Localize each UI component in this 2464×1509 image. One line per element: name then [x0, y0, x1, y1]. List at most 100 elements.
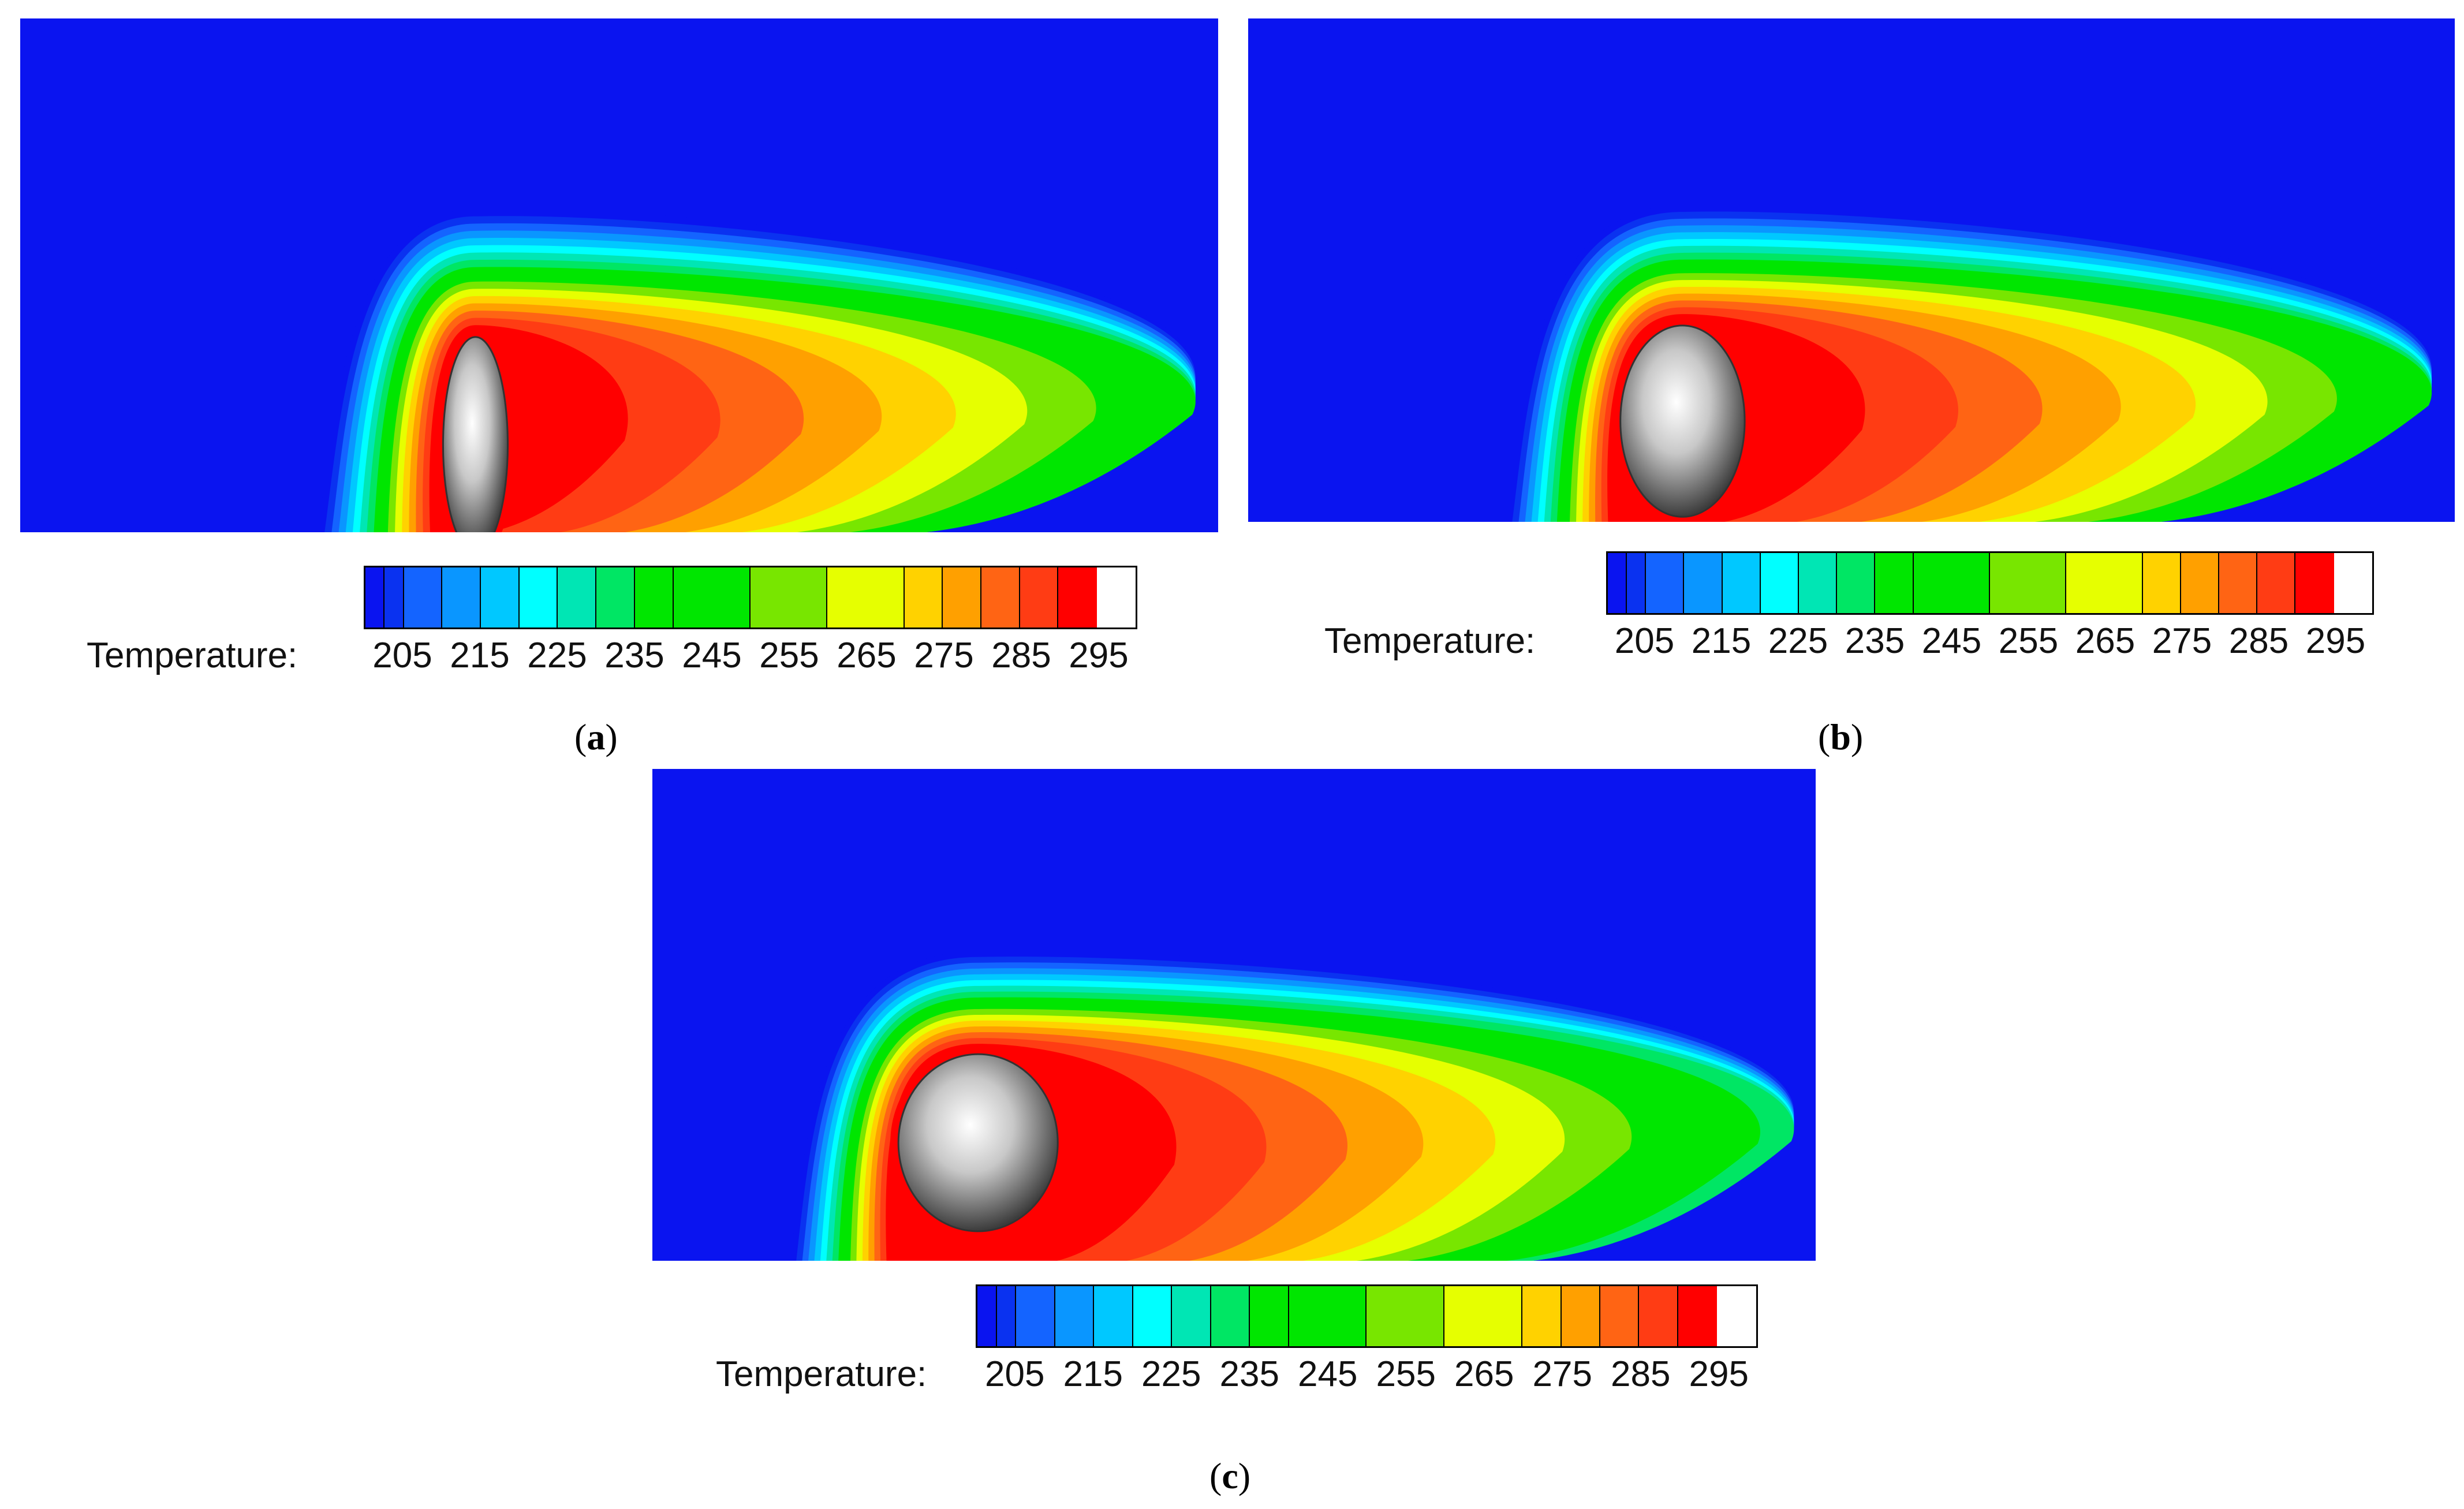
tick-label: 265	[837, 636, 897, 675]
colorbar-swatch	[1561, 1286, 1601, 1346]
colorbar-legend-a: Temperature: 205 215 225 235 245 255 265 275 285…	[87, 566, 1184, 774]
colorbar-swatch	[2181, 553, 2220, 613]
colorbar-swatch	[1646, 553, 1685, 613]
tick-labels-a: 205 215 225 235 245 255 265 275 285 295	[364, 635, 1137, 681]
tick-label: 225	[1768, 621, 1828, 661]
colorbar-swatch	[1211, 1286, 1250, 1346]
panel-c: Temperature: 205 215 225 235 245 255 265 275 285…	[606, 762, 1859, 1509]
tick-labels-b: 205 215 225 235 245 255 265 275 285 295	[1606, 621, 2374, 667]
colorbar-swatch	[1016, 1286, 1055, 1346]
contour-plot-a	[20, 18, 1218, 532]
tick-label: 255	[1376, 1354, 1436, 1394]
tick-label: 265	[2075, 621, 2136, 661]
colorbar-swatch	[1913, 553, 1990, 613]
colorbar-swatch	[481, 567, 520, 627]
colorbar-swatch	[2066, 553, 2143, 613]
colorbar-swatch	[996, 1286, 1017, 1346]
colorbar-swatch	[1760, 553, 1799, 613]
tick-label: 215	[1063, 1354, 1123, 1394]
panel-label-c: (c)	[1209, 1455, 1251, 1496]
colorbar-swatch	[1639, 1286, 1678, 1346]
tick-label: 275	[1532, 1354, 1592, 1394]
tick-label: 235	[1219, 1354, 1279, 1394]
tick-label: 265	[1454, 1354, 1514, 1394]
colorbar-swatch	[558, 567, 597, 627]
legend-title-c: Temperature:	[716, 1354, 927, 1394]
colorbar-swatch	[365, 567, 385, 627]
legend-title-b: Temperature:	[1324, 621, 1536, 661]
colorbar-swatch	[1722, 553, 1761, 613]
tick-label: 275	[914, 636, 974, 675]
colorbar-swatch	[1684, 553, 1723, 613]
colorbar-swatch	[1608, 553, 1627, 613]
colorbar-a	[364, 566, 1137, 629]
colorbar-legend-b: Temperature: 205 215 225 235 245 255 265 275 285…	[1324, 551, 2450, 759]
colorbar-b	[1606, 551, 2374, 615]
colorbar-swatch	[827, 567, 905, 627]
colorbar-swatch	[596, 567, 635, 627]
colorbar-swatch	[977, 1286, 997, 1346]
colorbar-swatch	[1250, 1286, 1289, 1346]
tick-label: 245	[682, 636, 742, 675]
colorbar-swatch	[1627, 553, 1647, 613]
contour-svg-b	[1248, 18, 2455, 522]
tick-label: 255	[1998, 621, 2059, 661]
tick-label: 285	[1611, 1354, 1671, 1394]
tick-label: 235	[1845, 621, 1905, 661]
tick-label: 215	[1691, 621, 1752, 661]
colorbar-legend-c: Temperature: 205 215 225 235 245 255 265 275 285…	[716, 1284, 1842, 1492]
tick-label: 285	[991, 636, 1051, 675]
ellipsoid-body	[442, 336, 509, 532]
contour-plot-b	[1248, 18, 2455, 522]
colorbar-swatch	[943, 567, 982, 627]
tick-label: 285	[2228, 621, 2289, 661]
colorbar-swatch	[1678, 1286, 1718, 1346]
colorbar-swatch	[1172, 1286, 1211, 1346]
colorbar-swatch	[673, 567, 751, 627]
panel-a: Temperature: 205 215 225 235 245 255 265 275 285…	[0, 0, 1232, 762]
colorbar-swatch	[384, 567, 404, 627]
tick-label: 235	[604, 636, 664, 675]
colorbar-swatch	[404, 567, 443, 627]
colorbar-swatch	[750, 567, 828, 627]
panel-label-a: (a)	[574, 716, 618, 757]
tick-label: 225	[1141, 1354, 1201, 1394]
colorbar-swatch	[1133, 1286, 1173, 1346]
tick-label: 205	[1614, 621, 1675, 661]
colorbar-swatch	[1444, 1286, 1523, 1346]
colorbar-swatch	[2257, 553, 2296, 613]
colorbar-swatch	[1875, 553, 1914, 613]
colorbar-swatch	[1798, 553, 1838, 613]
colorbar-swatch	[2142, 553, 2181, 613]
panel-label-b: (b)	[1818, 716, 1864, 757]
colorbar-swatch	[904, 567, 943, 627]
tick-label: 275	[2152, 621, 2212, 661]
colorbar-swatch	[1094, 1286, 1133, 1346]
colorbar-swatch	[981, 567, 1020, 627]
tick-label: 295	[1689, 1354, 1749, 1394]
tick-labels-c: 205 215 225 235 245 255 265 275 285 295	[976, 1354, 1758, 1400]
tick-label: 205	[985, 1354, 1045, 1394]
colorbar-swatch	[1600, 1286, 1640, 1346]
contour-svg-a	[20, 18, 1218, 532]
ellipsoid-body	[1619, 324, 1746, 518]
colorbar-swatch	[1058, 567, 1097, 627]
contour-plot-c	[652, 769, 1816, 1261]
colorbar-swatch	[1989, 553, 2067, 613]
colorbar-swatch	[519, 567, 558, 627]
colorbar-swatch	[1367, 1286, 1445, 1346]
colorbar-swatch	[1289, 1286, 1367, 1346]
colorbar-swatch	[1055, 1286, 1095, 1346]
colorbar-swatch	[1837, 553, 1876, 613]
contour-svg-c	[652, 769, 1816, 1261]
tick-label: 215	[450, 636, 510, 675]
ellipsoid-body	[897, 1053, 1059, 1232]
colorbar-swatch	[634, 567, 674, 627]
tick-label: 245	[1298, 1354, 1358, 1394]
panel-b: Temperature: 205 215 225 235 245 255 265 275 285…	[1232, 0, 2464, 762]
tick-label: 225	[527, 636, 587, 675]
colorbar-swatch	[442, 567, 481, 627]
colorbar-c	[976, 1284, 1758, 1348]
tick-label: 245	[1921, 621, 1982, 661]
